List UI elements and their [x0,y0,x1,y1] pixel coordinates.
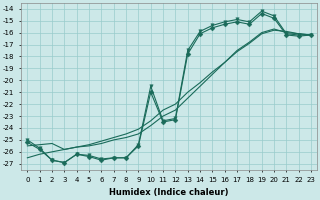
X-axis label: Humidex (Indice chaleur): Humidex (Indice chaleur) [109,188,229,197]
